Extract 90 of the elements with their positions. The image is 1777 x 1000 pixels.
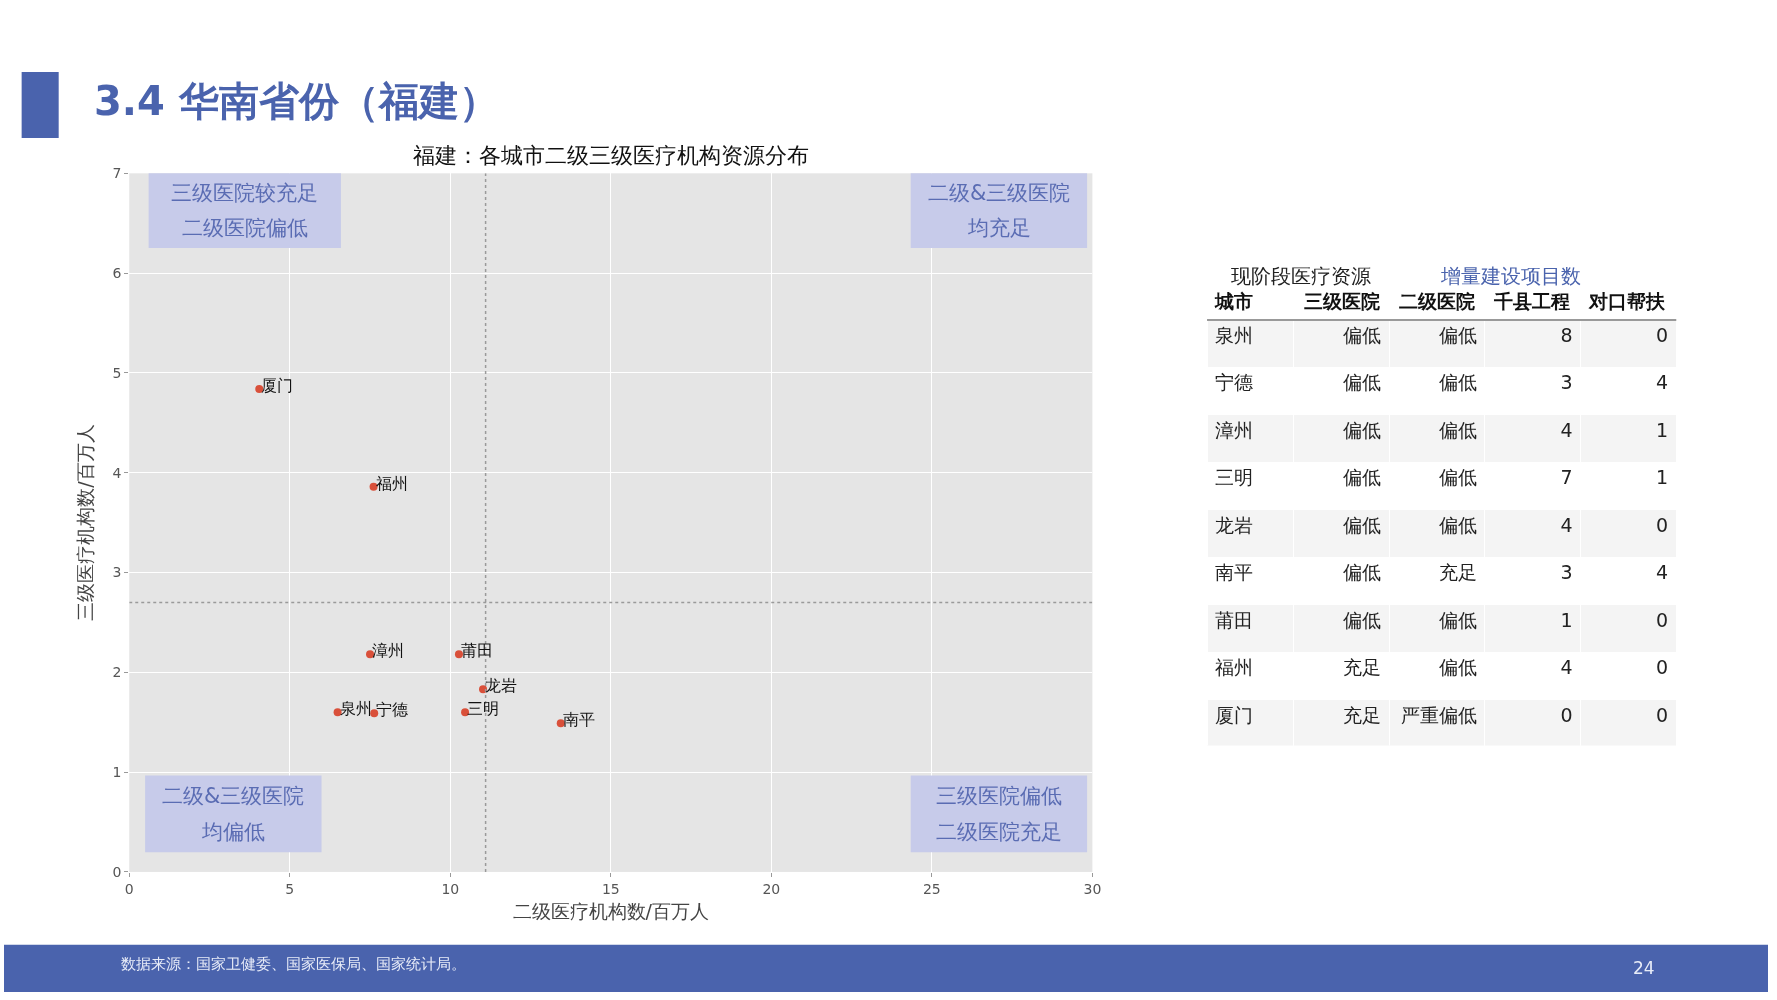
text: 现阶段医疗资源 bbox=[1231, 264, 1371, 288]
text: 偏低 bbox=[1343, 371, 1382, 394]
text: 4 bbox=[1560, 418, 1573, 441]
x-tick-label: 15 bbox=[601, 880, 620, 897]
y-tick-label: 7 bbox=[112, 165, 122, 182]
text: 严重偏低 bbox=[1400, 703, 1477, 726]
text: 三明 bbox=[1215, 466, 1254, 489]
text: 偏低 bbox=[1343, 513, 1382, 536]
text: 泉州 bbox=[1215, 323, 1254, 346]
text: 充足 bbox=[1343, 703, 1382, 726]
text: 厦门 bbox=[1215, 703, 1254, 726]
annotation: 三明 bbox=[467, 699, 499, 718]
x-axis-title: 二级医疗机构数/百万人 bbox=[512, 899, 710, 922]
annotation: 二级&三级医院 bbox=[162, 784, 305, 808]
text: 莆田 bbox=[1215, 608, 1254, 631]
source-note: 数据来源：国家卫健委、国家医保局、国家统计局。 bbox=[121, 955, 466, 973]
category-label: 千县工程 bbox=[1493, 289, 1571, 312]
text: 偏低 bbox=[1438, 371, 1477, 394]
text: 4 bbox=[1560, 656, 1573, 679]
text: 4 bbox=[1560, 513, 1573, 536]
text: 偏低 bbox=[1343, 561, 1382, 584]
text: 宁德 bbox=[1215, 371, 1254, 394]
text: 偏低 bbox=[1438, 466, 1477, 489]
annotation: 泉州 bbox=[340, 699, 372, 718]
chart-title: 福建：各城市二级三级医疗机构资源分布 bbox=[413, 143, 809, 168]
text: 7 bbox=[1560, 466, 1573, 489]
text: 龙岩 bbox=[1215, 513, 1254, 536]
text: 0 bbox=[1655, 608, 1669, 631]
y-tick-label: 0 bbox=[112, 863, 122, 880]
text: 增量建设项目数 bbox=[1440, 264, 1581, 288]
text: 3.4 华南省份（福建） bbox=[94, 78, 499, 124]
text: 福州 bbox=[1215, 656, 1254, 679]
annotation: 二级医院充足 bbox=[936, 820, 1062, 844]
text: 漳州 bbox=[1215, 418, 1254, 441]
text: 0 bbox=[1560, 703, 1573, 726]
text: 0 bbox=[1655, 703, 1669, 726]
text: 0 bbox=[1655, 513, 1669, 536]
x-tick-label: 30 bbox=[1083, 880, 1102, 897]
category-label: 三级医院 bbox=[1303, 289, 1380, 312]
annotation: 均充足 bbox=[967, 216, 1031, 240]
annotation: 福州 bbox=[376, 474, 408, 493]
text: 0 bbox=[1655, 656, 1669, 679]
text: 4 bbox=[1655, 561, 1669, 584]
x-tick-label: 20 bbox=[762, 880, 781, 897]
text: 偏低 bbox=[1343, 323, 1382, 346]
text: 0 bbox=[1655, 323, 1669, 346]
annotation: 二级医院偏低 bbox=[182, 216, 308, 240]
text: 充足 bbox=[1438, 561, 1477, 584]
annotation: 厦门 bbox=[261, 376, 293, 395]
annotation: 南平 bbox=[563, 710, 595, 729]
annotation: 二级&三级医院 bbox=[928, 181, 1071, 205]
annotation: 漳州 bbox=[372, 641, 404, 660]
x-tick-label: 25 bbox=[922, 880, 941, 897]
text: 偏低 bbox=[1438, 323, 1477, 346]
y-tick-label: 2 bbox=[112, 664, 122, 681]
category-label: 对口帮扶 bbox=[1588, 289, 1667, 312]
annotation: 宁德 bbox=[376, 700, 408, 719]
text: 8 bbox=[1560, 323, 1573, 346]
x-tick-label: 10 bbox=[441, 880, 460, 897]
text: 充足 bbox=[1343, 656, 1382, 679]
y-tick-label: 1 bbox=[112, 764, 122, 781]
category-label: 二级医院 bbox=[1399, 289, 1476, 312]
text: 1 bbox=[1560, 608, 1573, 631]
annotation: 莆田 bbox=[461, 641, 493, 660]
annotation: 均偏低 bbox=[201, 820, 265, 844]
text: 3 bbox=[1560, 371, 1573, 394]
text: 偏低 bbox=[1438, 656, 1477, 679]
text: 24 bbox=[1633, 958, 1655, 978]
text: 1 bbox=[1655, 418, 1669, 441]
text: 偏低 bbox=[1343, 608, 1382, 631]
text: 偏低 bbox=[1343, 418, 1382, 441]
text: 偏低 bbox=[1438, 418, 1477, 441]
y-axis-title: 三级医疗机构数/百万人 bbox=[74, 424, 97, 621]
annotation: 三级医院偏低 bbox=[936, 784, 1062, 808]
x-tick-label: 0 bbox=[124, 880, 134, 897]
y-tick-label: 6 bbox=[112, 265, 122, 282]
text: 偏低 bbox=[1438, 513, 1477, 536]
annotation: 龙岩 bbox=[485, 676, 517, 695]
text: 偏低 bbox=[1438, 608, 1477, 631]
text: 1 bbox=[1655, 466, 1669, 489]
annotation: 三级医院较充足 bbox=[171, 181, 318, 205]
text: 3 bbox=[1560, 561, 1573, 584]
text: 南平 bbox=[1215, 561, 1254, 584]
y-tick-label: 3 bbox=[112, 564, 122, 581]
y-tick-label: 4 bbox=[112, 464, 122, 481]
x-tick-label: 5 bbox=[285, 880, 295, 897]
category-label: 城市 bbox=[1214, 289, 1254, 312]
text: 偏低 bbox=[1343, 466, 1382, 489]
y-tick-label: 5 bbox=[112, 364, 122, 381]
text: 4 bbox=[1655, 371, 1669, 394]
